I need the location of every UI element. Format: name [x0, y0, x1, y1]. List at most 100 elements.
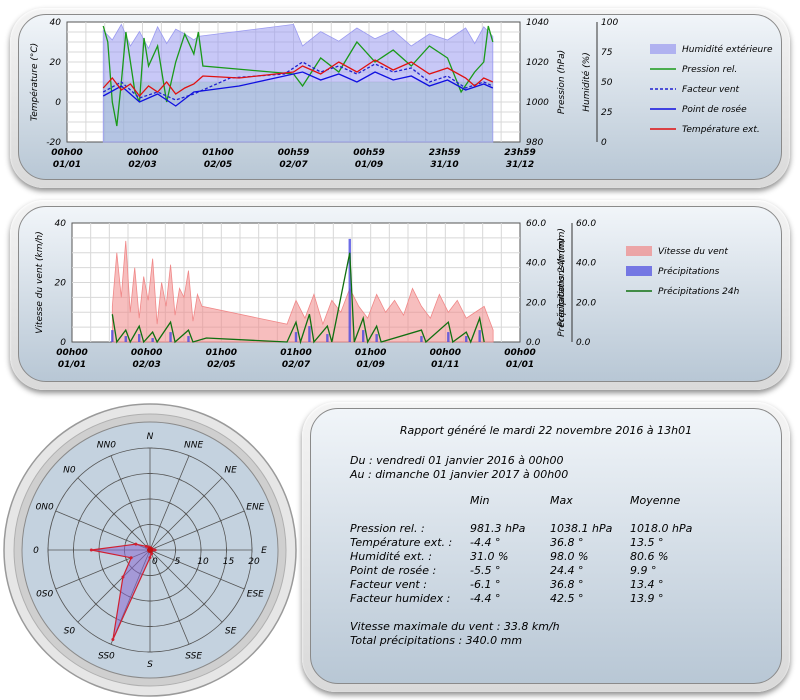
- rose-tick: [219, 518, 223, 524]
- x-tick-time: 00h59: [278, 148, 309, 158]
- legend-swatch: [650, 44, 676, 54]
- rose-tick: [157, 525, 163, 528]
- report-cell-max: 36.8 °: [550, 536, 584, 549]
- y3-tick-label: 100: [601, 18, 618, 28]
- y-tick-label: 20: [50, 58, 62, 68]
- x-tick-time: 00h00: [51, 148, 82, 158]
- report-cell-max: 98.0 %: [550, 550, 589, 563]
- x-tick-time: 00h00: [56, 348, 87, 358]
- legend-label: Précipitations: [658, 266, 720, 277]
- rose-tick: [220, 620, 225, 625]
- y3-tick-label: 20.0: [576, 298, 596, 308]
- rose-tick: [93, 493, 98, 498]
- report-cell-avg: 13.5 °: [630, 536, 664, 549]
- wind-frequency-point: [121, 575, 125, 579]
- rose-tick: [125, 537, 128, 543]
- rain-bar: [478, 330, 481, 342]
- report-cell-min: 981.3 hPa: [470, 522, 526, 535]
- rain-bar: [169, 332, 172, 342]
- x-tick-date: 02/07: [279, 160, 308, 170]
- rose-tick: [176, 619, 182, 623]
- rain-bar: [308, 326, 311, 342]
- rain-bar: [187, 336, 190, 342]
- y3-tick-label: 75: [601, 48, 613, 58]
- y-axis-title: Vitesse du vent (km/h): [35, 231, 45, 333]
- y3-axis-title: Humidité (%): [581, 52, 592, 111]
- x-tick-date: 01/01: [53, 160, 81, 170]
- x-tick-date: 02/05: [204, 160, 232, 170]
- report-total-rain: Total précipitations : 340.0 mm: [350, 634, 523, 647]
- direction-label: 0: [33, 546, 39, 556]
- direction-label: 0S0: [36, 590, 53, 600]
- direction-label: SS0: [98, 651, 115, 661]
- rose-tick: [111, 584, 116, 589]
- x-tick-time: 23h59: [504, 148, 535, 158]
- report-cell-max: 36.8 °: [550, 578, 584, 591]
- rose-tick: [184, 511, 189, 516]
- report-cell-avg: 13.4 °: [630, 578, 664, 591]
- y2-tick-label: 1020: [526, 58, 549, 68]
- report-frame: [310, 408, 782, 684]
- report-cell-min: -6.1 °: [470, 578, 501, 591]
- rose-tick: [128, 501, 133, 505]
- direction-label: S: [147, 660, 153, 670]
- rose-tick: [101, 567, 105, 572]
- wind-rose: N NNE NE ENE E ESE SE SSE S SS0 S0 0S0 0 0N0 N0 NN0 0 5 10…: [3, 403, 297, 697]
- rose-tick: [75, 475, 80, 480]
- rose-tick: [186, 642, 192, 646]
- rain-bar: [111, 330, 114, 342]
- wind-frequency-point: [150, 552, 154, 556]
- rain-bar: [447, 332, 450, 342]
- series-line-3: [102, 71, 494, 107]
- direction-label: ENE: [246, 502, 264, 512]
- rose-tick: [101, 528, 105, 533]
- rose-tick: [167, 595, 172, 599]
- rose-center: [147, 547, 153, 553]
- wind-frequency-point: [153, 548, 157, 552]
- radius-tick-label: 10: [197, 557, 209, 567]
- rose-tick: [165, 565, 171, 571]
- y2-tick-label: 980: [526, 138, 543, 148]
- rain-bar: [294, 332, 298, 342]
- x-tick-date: 02/03: [132, 360, 160, 370]
- rose-tick: [108, 642, 114, 646]
- y3-tick-label: 60.0: [576, 219, 596, 229]
- x-tick-time: 00h00: [127, 148, 158, 158]
- y3-tick-label: 50: [601, 78, 613, 88]
- x-tick-date: 01/01: [58, 360, 86, 370]
- y2-axis-title: Pression (hPa): [557, 50, 567, 114]
- report-panel: [302, 402, 790, 692]
- rose-tick: [125, 557, 128, 563]
- legend-label: Facteur vent: [682, 85, 740, 95]
- x-tick-time: 00h00: [504, 348, 535, 358]
- wind-frequency-point: [89, 548, 93, 552]
- rose-tick: [202, 602, 207, 607]
- rose-tick: [186, 454, 192, 458]
- rose-tick: [195, 528, 199, 533]
- legend-swatch: [626, 266, 652, 276]
- legend-label: Humidité extérieure: [682, 44, 773, 55]
- x-tick-date: 31/10: [430, 160, 458, 170]
- y3-axis-title: Précipitations 24h (mm): [556, 228, 567, 337]
- y3-tick-label: 0.0: [576, 338, 591, 348]
- y3-tick-label: 25: [601, 108, 613, 118]
- y-tick-label: -20: [46, 138, 61, 148]
- rain-bar: [348, 238, 351, 342]
- rose-tick: [77, 576, 81, 582]
- report-title: Rapport généré le mardi 22 novembre 2016…: [399, 424, 693, 437]
- x-tick-date: 31/12: [506, 160, 534, 170]
- wind-frequency-point: [111, 638, 115, 642]
- y-tick-label: 0: [55, 98, 61, 108]
- report-header-avg: Moyenne: [630, 494, 681, 507]
- wind-frequency-point: [129, 556, 133, 560]
- direction-label: NNE: [184, 441, 203, 451]
- rain-bar: [138, 334, 141, 342]
- series-area-0: [111, 240, 494, 343]
- rose-tick: [219, 576, 223, 582]
- report-cell-label: Pression rel. :: [350, 522, 425, 535]
- direction-label: N: [147, 432, 154, 442]
- series-line-2: [102, 61, 494, 101]
- legend-label: Point de rosée: [682, 104, 747, 115]
- direction-label: E: [261, 546, 267, 556]
- report-cell-max: 1038.1 hPa: [550, 522, 613, 535]
